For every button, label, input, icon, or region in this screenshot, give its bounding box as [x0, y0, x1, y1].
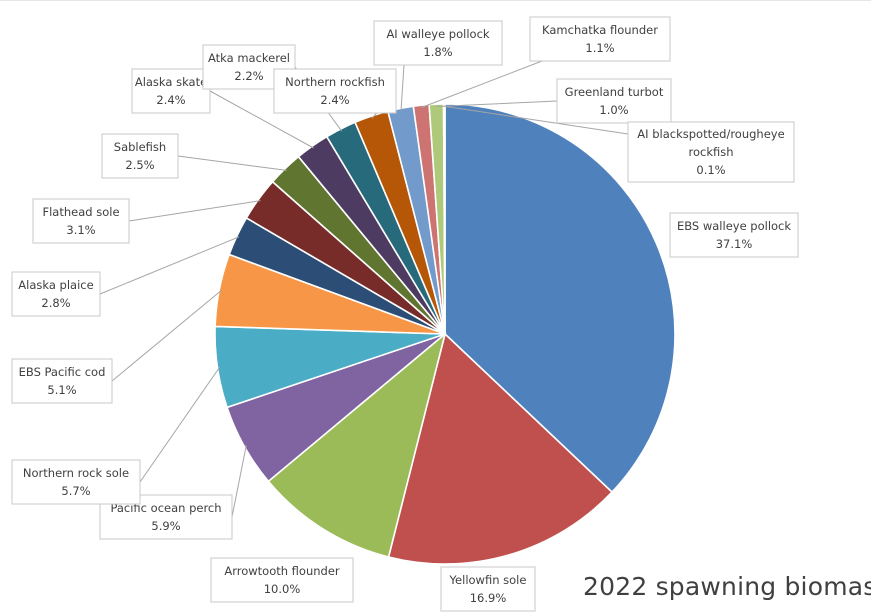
- leader-line: [444, 105, 629, 135]
- data-label: Alaska skate 2.4%: [131, 68, 211, 114]
- data-label-value: 37.1%: [716, 237, 753, 251]
- data-label-name: Yellowfin sole: [449, 573, 527, 587]
- data-label-box: [373, 20, 503, 66]
- data-label: Alaska plaice 2.8%: [11, 271, 101, 317]
- data-label-box: [210, 557, 354, 603]
- data-label-value: 5.9%: [151, 519, 180, 533]
- data-label: Arrowtooth flounder 10.0%: [210, 557, 354, 603]
- data-label: EBS Pacific cod 5.1%: [11, 358, 113, 404]
- data-label-box: [440, 566, 536, 612]
- leader-line: [139, 366, 221, 483]
- data-label: Northern rockfish 2.4%: [273, 68, 397, 114]
- data-label-box: [32, 198, 130, 244]
- data-label-name: AI walleye pollock: [386, 27, 489, 41]
- data-label-name: AI blackspotted/rougheye: [637, 127, 784, 141]
- data-label-value: 2.2%: [234, 69, 263, 83]
- data-label-name: Greenland turbot: [565, 85, 664, 99]
- data-label-value: 3.1%: [66, 223, 95, 237]
- data-label-value: 16.9%: [470, 591, 507, 605]
- leader-line: [436, 100, 558, 107]
- data-label: Kamchatka flounder 1.1%: [529, 16, 671, 62]
- leader-line: [231, 445, 247, 518]
- data-label-box: [556, 78, 672, 124]
- data-label-box: [131, 68, 211, 114]
- data-label-value: 0.1%: [696, 163, 725, 177]
- data-label-box: [99, 494, 233, 540]
- leader-line: [400, 64, 405, 111]
- leader-line: [177, 155, 287, 171]
- data-label-value: 5.7%: [61, 484, 90, 498]
- data-label-name: EBS Pacific cod: [19, 365, 106, 379]
- data-label-value: 2.8%: [41, 296, 70, 310]
- data-label-name: Alaska plaice: [18, 278, 93, 292]
- data-label: Yellowfin sole 16.9%: [440, 566, 536, 612]
- data-label-name: Sablefish: [114, 140, 166, 154]
- data-label-value: 10.0%: [264, 582, 301, 596]
- data-label-name: Arrowtooth flounder: [224, 564, 340, 578]
- leader-line: [111, 289, 222, 382]
- pie-slices: [214, 103, 676, 565]
- data-label-box: [11, 271, 101, 317]
- data-label-name: Alaska skate: [135, 75, 207, 89]
- data-label: Flathead sole 3.1%: [32, 198, 130, 244]
- data-label: Northern rock sole 5.7%: [11, 459, 141, 505]
- data-label-box: [101, 133, 179, 179]
- data-label: Greenland turbot 1.0%: [556, 78, 672, 124]
- data-label: AI walleye pollock 1.8%: [373, 20, 503, 66]
- data-label-name: EBS walleye pollock: [677, 219, 791, 233]
- data-label: AI blackspotted/rougheye rockfish 0.1%: [627, 121, 795, 183]
- leader-line: [128, 200, 261, 222]
- data-label-box: [627, 121, 795, 183]
- leader-line: [99, 236, 240, 295]
- pie-slice-yellowfin-sole: [387, 332, 614, 565]
- data-label-box: [669, 212, 799, 258]
- data-label-value: 5.1%: [47, 383, 76, 397]
- data-label-name: Northern rockfish: [285, 75, 385, 89]
- data-label-value: 1.8%: [423, 45, 452, 59]
- data-label-value: 1.0%: [599, 103, 628, 117]
- data-label-name: Northern rock sole: [23, 466, 129, 480]
- data-label-value: 1.1%: [585, 41, 614, 55]
- data-label: EBS walleye pollock 37.1%: [669, 212, 799, 258]
- data-labels: EBS walleye pollock 37.1% Yellowfin sole 16…: [11, 16, 799, 612]
- leader-line: [209, 90, 314, 149]
- data-label-box: [529, 16, 671, 62]
- leader-line: [421, 60, 543, 108]
- data-label-value: 2.5%: [125, 158, 154, 172]
- data-label-name: Atka mackerel: [208, 51, 290, 65]
- data-label-box: [273, 68, 397, 114]
- leader-lines: [99, 60, 629, 518]
- data-label-value: 2.4%: [320, 93, 349, 107]
- pie-slice-ai-blackspotted-rougheye-rockfish: [442, 103, 446, 335]
- data-label: Sablefish 2.5%: [101, 133, 179, 179]
- data-label-box: [11, 459, 141, 505]
- data-label-name: Flathead sole: [42, 205, 119, 219]
- data-label-box: [11, 358, 113, 404]
- data-label-name: rockfish: [688, 145, 733, 159]
- pie-slice-arrowtooth-flounder: [267, 331, 447, 558]
- data-label-name: Kamchatka flounder: [542, 23, 658, 37]
- data-label-value: 2.4%: [156, 93, 185, 107]
- chart-title: 2022 spawning biomass: [583, 572, 871, 601]
- pie-slice-ebs-walleye-pollock: [444, 103, 676, 494]
